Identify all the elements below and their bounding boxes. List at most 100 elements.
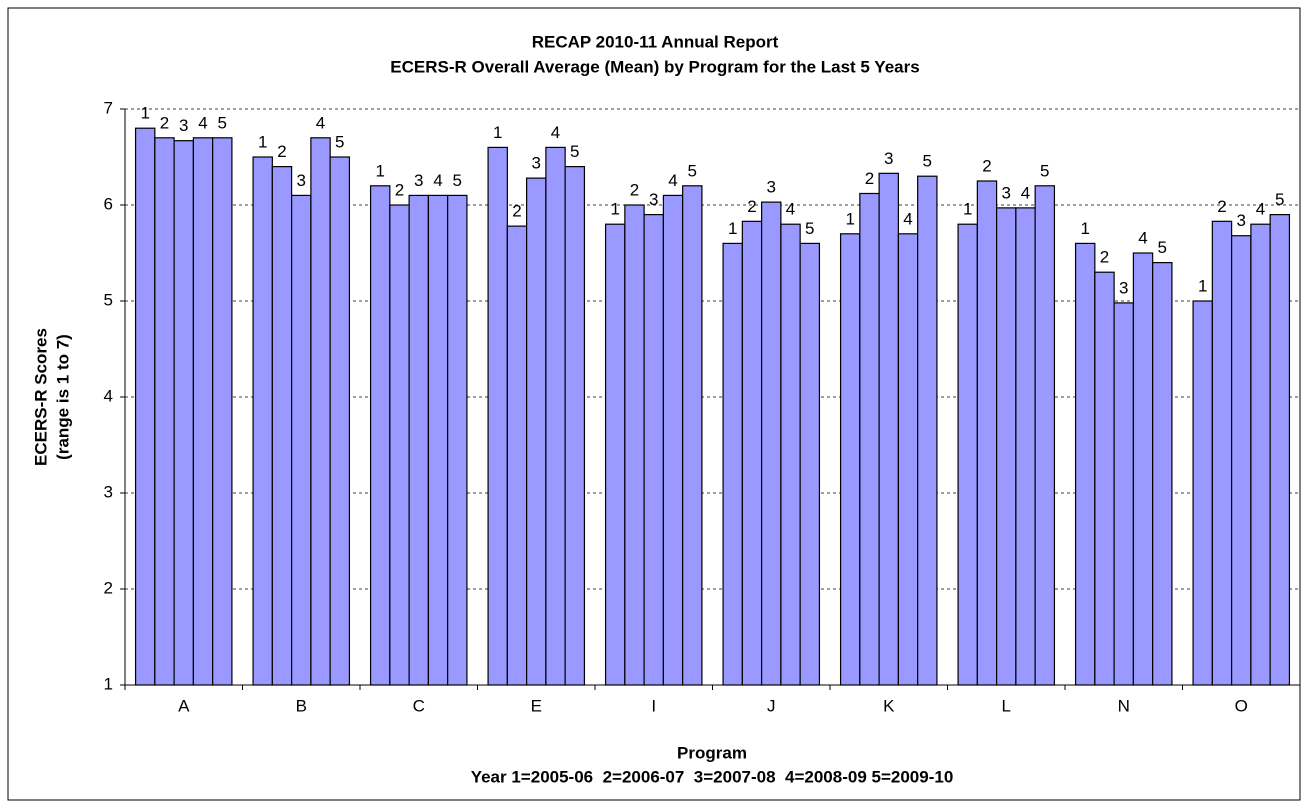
bar	[643, 214, 664, 686]
x-tick-label: L	[1002, 696, 1011, 715]
bar	[780, 223, 801, 686]
bar	[957, 223, 978, 686]
bar-label: 1	[1080, 219, 1089, 238]
bar	[427, 194, 449, 686]
x-tick-label: C	[413, 696, 425, 715]
bar-label: 1	[375, 161, 384, 180]
bar	[761, 201, 782, 686]
bar-label: 4	[786, 200, 795, 219]
bar-label: 1	[610, 200, 619, 219]
bar-label: 5	[570, 142, 579, 161]
bar-label: 1	[140, 104, 149, 123]
bar	[1152, 262, 1173, 686]
bar-label: 3	[414, 171, 423, 190]
bar	[1113, 302, 1134, 686]
bar	[1192, 300, 1213, 686]
bar-label: 1	[493, 123, 502, 142]
bar	[1034, 185, 1056, 686]
bar	[389, 204, 410, 686]
bar	[506, 225, 528, 686]
bar-label: 3	[649, 190, 658, 209]
bar-label: 3	[884, 149, 893, 168]
bar	[897, 233, 919, 686]
bar	[859, 192, 880, 686]
bar-label: 5	[1040, 161, 1049, 180]
bar	[564, 166, 586, 686]
bar	[1132, 252, 1154, 686]
bar	[878, 172, 899, 686]
bar-label: 2	[747, 197, 756, 216]
bar-label: 5	[218, 113, 227, 132]
bar-label: 1	[258, 132, 267, 151]
chart-title: RECAP 2010-11 Annual Report	[532, 32, 779, 51]
bar	[976, 180, 998, 686]
bar	[487, 146, 508, 686]
x-tick-label: K	[883, 696, 895, 715]
bar	[271, 166, 293, 686]
bar-label: 5	[688, 161, 697, 180]
bar	[1269, 214, 1291, 686]
bar	[1094, 271, 1115, 686]
bar-label: 2	[1100, 248, 1109, 267]
bar	[447, 194, 468, 686]
bar-label: 2	[277, 142, 286, 161]
bar	[682, 185, 703, 686]
bar-label: 4	[198, 113, 207, 132]
x-tick-label: O	[1235, 696, 1248, 715]
x-tick-label: I	[651, 696, 656, 715]
bar-label: 5	[335, 132, 344, 151]
y-axis-label: (range is 1 to 7)	[53, 334, 72, 460]
bar-label: 5	[805, 219, 814, 238]
y-tick-label: 3	[104, 482, 113, 501]
x-tick-label: E	[531, 696, 542, 715]
bar	[624, 204, 645, 686]
bar	[1231, 235, 1252, 686]
bar	[1015, 207, 1036, 686]
bar	[545, 146, 566, 686]
bar	[1074, 242, 1096, 686]
bar-label: 4	[1021, 183, 1030, 202]
x-axis-label: Program	[677, 743, 747, 762]
bar-label: 4	[551, 123, 560, 142]
chart-subtitle: ECERS-R Overall Average (Mean) by Progra…	[390, 57, 919, 76]
bar	[526, 177, 547, 686]
bar	[173, 140, 194, 686]
y-tick-label: 2	[104, 578, 113, 597]
bar	[252, 156, 273, 686]
y-tick-label: 1	[104, 674, 113, 693]
bar-label: 2	[512, 202, 521, 221]
bar-label: 5	[923, 152, 932, 171]
bar-label: 5	[453, 171, 462, 190]
bar-label: 4	[668, 171, 677, 190]
bar-label: 3	[532, 154, 541, 173]
y-axis-label: ECERS-R Scores	[31, 328, 50, 466]
bar	[329, 156, 351, 686]
bar	[134, 127, 156, 686]
bar	[291, 194, 312, 686]
bar-label: 1	[728, 219, 737, 238]
bar-label: 3	[1002, 183, 1011, 202]
bar-label: 2	[865, 169, 874, 188]
bar-label: 2	[1217, 197, 1226, 216]
bar-label: 1	[963, 200, 972, 219]
bar-label: 1	[1198, 276, 1207, 295]
bar	[1250, 223, 1271, 686]
bar	[212, 137, 233, 686]
bar	[722, 242, 743, 686]
x-tick-label: N	[1118, 696, 1130, 715]
bar-label: 3	[1119, 278, 1128, 297]
x-axis-note: Year 1=2005-06 2=2006-07 3=2007-08 4=200…	[471, 767, 954, 786]
bar	[154, 137, 175, 686]
x-tick-label: A	[178, 696, 190, 715]
bar	[604, 223, 626, 686]
bar-label: 3	[179, 116, 188, 135]
bar-label: 4	[1256, 200, 1265, 219]
bar-label: 3	[297, 171, 306, 190]
bar-label: 2	[982, 156, 991, 175]
bar-label: 2	[160, 113, 169, 132]
bar-label: 3	[767, 178, 776, 197]
bar	[917, 175, 938, 686]
y-tick-label: 6	[104, 194, 113, 213]
y-tick-label: 5	[104, 290, 113, 309]
